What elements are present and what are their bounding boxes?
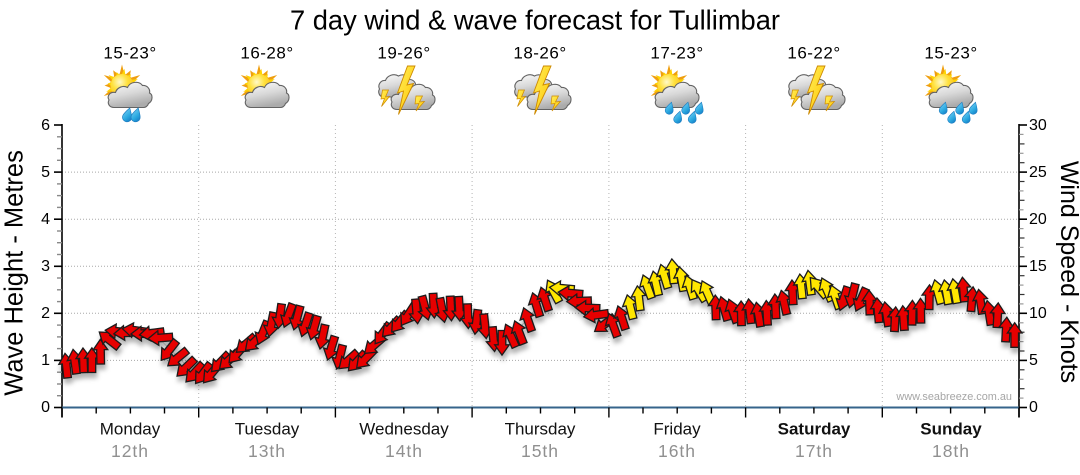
svg-text:Tuesday: Tuesday [235,420,300,439]
svg-text:Wave Height - Metres: Wave Height - Metres [1,150,29,396]
svg-text:0: 0 [1029,399,1038,416]
svg-text:12th: 12th [111,441,149,461]
svg-text:13th: 13th [248,441,286,461]
svg-text:Wind Speed - Knots: Wind Speed - Knots [1055,161,1080,383]
svg-text:5: 5 [1029,352,1038,369]
svg-text:Saturday: Saturday [778,420,851,439]
svg-text:Sunday: Sunday [920,420,982,439]
svg-text:Friday: Friday [653,420,701,439]
svg-text:18th: 18th [932,441,970,461]
svg-text:5: 5 [41,164,50,181]
svg-text:6: 6 [41,117,50,134]
svg-text:Thursday: Thursday [505,420,576,439]
svg-text:7 day wind & wave forecast for: 7 day wind & wave forecast for Tullimbar [290,4,780,35]
svg-text:15th: 15th [521,441,559,461]
svg-text:Wednesday: Wednesday [359,420,449,439]
svg-text:2: 2 [41,305,50,322]
svg-text:14th: 14th [385,441,423,461]
svg-text:17th: 17th [795,441,833,461]
svg-text:16-22°: 16-22° [787,44,840,63]
svg-text:15-23°: 15-23° [924,44,977,63]
svg-text:0: 0 [41,399,50,416]
svg-text:16-28°: 16-28° [240,44,293,63]
svg-text:4: 4 [41,211,50,228]
svg-text:15-23°: 15-23° [103,44,156,63]
svg-text:19-26°: 19-26° [377,44,430,63]
svg-text:Monday: Monday [100,420,161,439]
svg-text:18-26°: 18-26° [513,44,566,63]
svg-text:30: 30 [1029,117,1047,134]
svg-text:17-23°: 17-23° [650,44,703,63]
svg-text:25: 25 [1029,164,1047,181]
svg-text:16th: 16th [658,441,696,461]
svg-text:10: 10 [1029,305,1047,322]
svg-text:20: 20 [1029,211,1047,228]
svg-text:1: 1 [41,352,50,369]
svg-text:3: 3 [41,258,50,275]
svg-text:15: 15 [1029,258,1047,275]
svg-text:www.seabreeze.com.au: www.seabreeze.com.au [895,391,1012,403]
